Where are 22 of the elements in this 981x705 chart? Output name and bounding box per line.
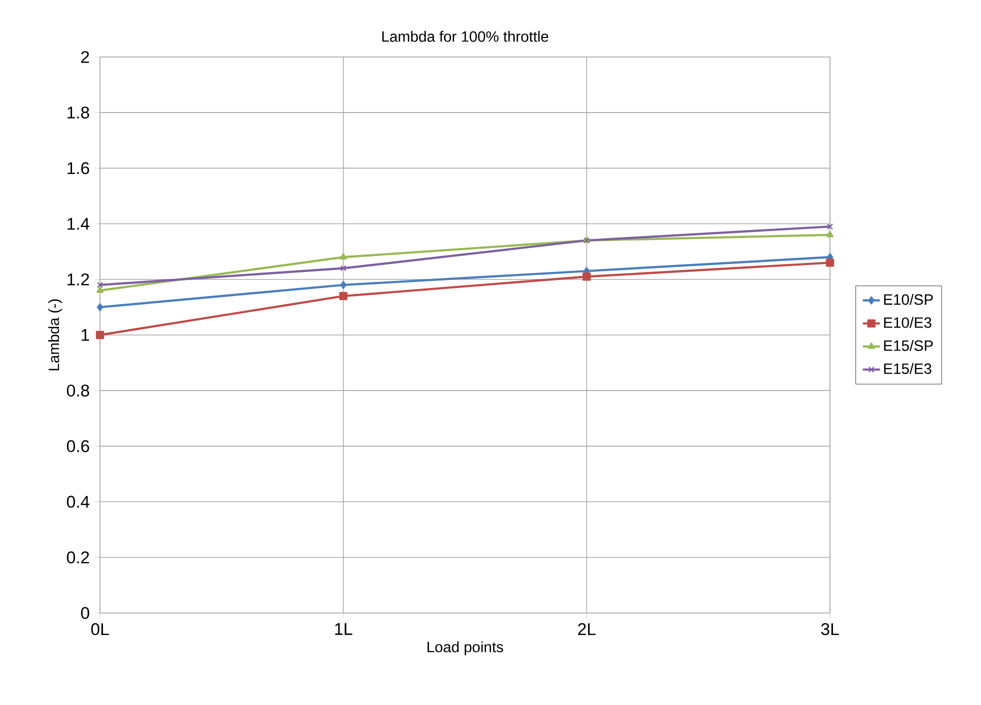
x-tick-label: 1L xyxy=(335,623,352,635)
y-tick-label: 0.4 xyxy=(66,496,90,508)
x-tick-label: 3L xyxy=(821,623,839,636)
y-tick-label: 1.8 xyxy=(68,106,90,119)
y-tick-label: 0.8 xyxy=(66,384,90,397)
y-tick-label: 0.2 xyxy=(66,551,89,564)
x-tick-label: 2L xyxy=(578,623,596,635)
legend-label: E10/SP xyxy=(884,294,933,305)
y-tick-label: 1.6 xyxy=(68,162,90,174)
y-tick-label: 0 xyxy=(81,606,90,619)
y-tick-label: 1.2 xyxy=(68,273,89,286)
legend-label: E10/E3 xyxy=(884,316,932,328)
x-tick-label: 0L xyxy=(91,623,109,636)
legend-label: E15/SP xyxy=(884,340,933,351)
y-tick-label: 2 xyxy=(81,51,89,63)
y-tick-label: 0.6 xyxy=(66,440,90,452)
legend-label: E15/E3 xyxy=(884,363,932,374)
x-axis-title: Load points xyxy=(428,641,504,656)
y-tick-label: 1.4 xyxy=(68,218,90,230)
y-axis-title: Lambda (-) xyxy=(48,299,62,370)
chart-title: Lambda for 100% throttle xyxy=(382,30,548,42)
y-tick-label: 1 xyxy=(82,329,89,341)
